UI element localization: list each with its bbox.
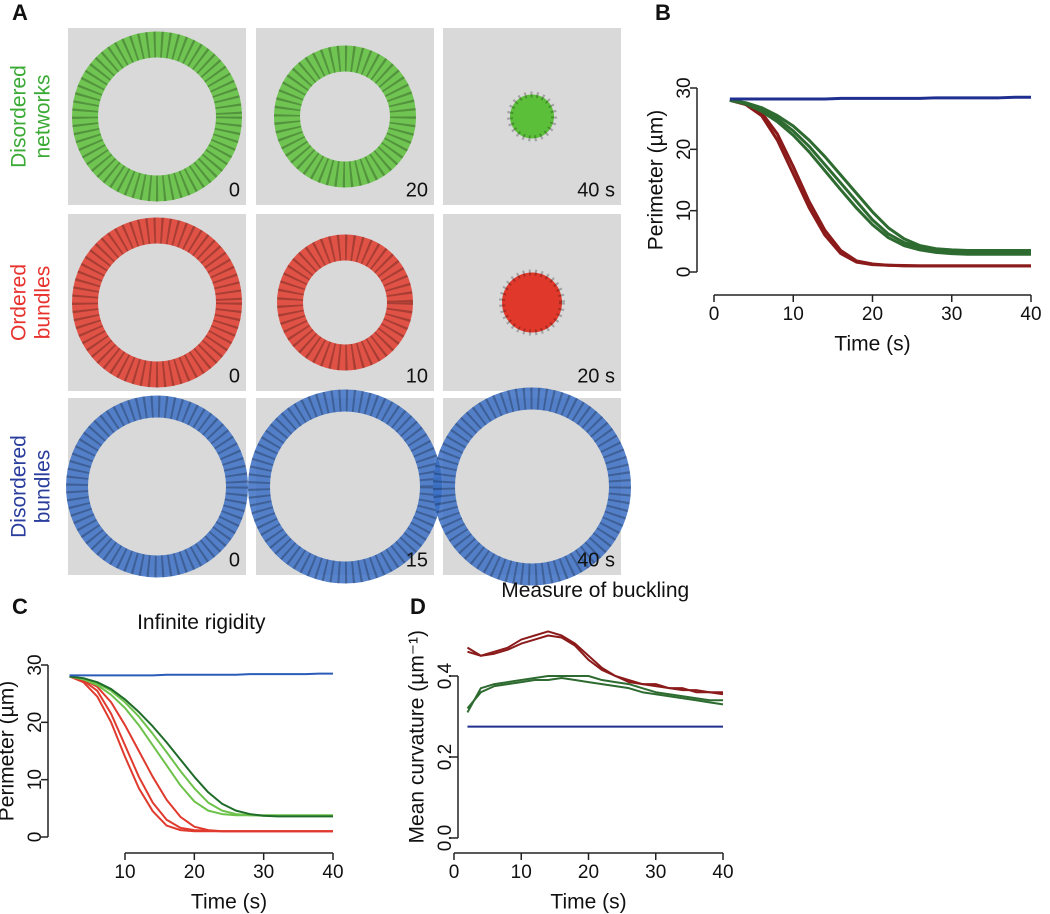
panel-label: A (12, 0, 28, 25)
y-tick-label: 0.4 (435, 662, 456, 689)
y-tick-label: 0.2 (435, 744, 456, 770)
x-tick-label: 20 (578, 862, 599, 883)
filament-ring (66, 395, 248, 578)
time-label: 15 (406, 549, 428, 571)
y-tick-label: 10 (674, 200, 695, 221)
filament-ring (72, 217, 242, 388)
y-tick-label: 30 (674, 77, 695, 98)
filament-texture (507, 91, 557, 142)
row-label: Disordered (8, 435, 31, 538)
x-tick-label: 40 (712, 862, 733, 883)
series-line (466, 677, 724, 710)
series-line (729, 98, 1031, 268)
y-tick-label: 0.0 (435, 825, 456, 851)
x-tick-label: 20 (184, 862, 205, 883)
series-line (466, 675, 723, 713)
panel-label: C (12, 594, 28, 619)
time-label: 20 (406, 179, 428, 201)
series-line (69, 675, 333, 817)
chart-title: Measure of buckling (501, 579, 689, 602)
filament-texture (248, 389, 442, 584)
x-tick-label: 10 (511, 862, 532, 883)
filament-texture (72, 217, 242, 388)
series-line (69, 675, 333, 818)
series-line (729, 95, 1031, 101)
row-label: Ordered (8, 264, 31, 341)
time-label: 0 (229, 549, 240, 571)
x-tick-label: 0 (709, 304, 720, 325)
y-tick-label: 30 (25, 654, 46, 675)
series-line (466, 630, 723, 694)
y-tick-label: 10 (25, 769, 46, 790)
series-line (467, 634, 724, 696)
row-label: bundles (32, 266, 55, 340)
filament-ring (274, 45, 416, 188)
y-tick-label: 0 (674, 267, 695, 278)
filament-texture (499, 269, 565, 336)
filament-texture (72, 31, 242, 202)
filament-ball (502, 272, 562, 333)
x-tick-label: 30 (253, 862, 274, 883)
series-line (729, 98, 1031, 268)
y-axis-label: Mean curvature (µm⁻¹) (406, 630, 429, 843)
filament-ring (277, 234, 413, 371)
filament-ring (248, 389, 442, 584)
time-label: 0 (229, 179, 240, 201)
time-label: 40 s (577, 179, 615, 201)
x-tick-label: 10 (783, 304, 804, 325)
x-tick-label: 10 (114, 862, 135, 883)
row-label: Disordered (8, 65, 31, 168)
y-axis-label: Perimeter (µm) (645, 110, 668, 250)
y-axis-label: Perimeter (µm) (0, 681, 19, 821)
x-tick-label: 40 (322, 862, 343, 883)
filament-texture (66, 395, 248, 578)
x-tick-label: 40 (1020, 304, 1041, 325)
x-axis-label: Time (s) (834, 333, 910, 356)
x-axis-label: Time (s) (550, 891, 626, 914)
row-label: bundles (32, 450, 55, 524)
y-tick-label: 20 (674, 139, 695, 160)
x-tick-label: 0 (449, 862, 460, 883)
panel-label: B (655, 0, 671, 25)
series-line (729, 98, 1031, 256)
filament-ball (510, 94, 554, 139)
time-label: 40 s (577, 549, 615, 571)
series-line (729, 98, 1031, 254)
time-label: 10 (406, 365, 428, 387)
y-tick-label: 0 (25, 832, 46, 843)
x-axis-label: Time (s) (191, 891, 267, 914)
row-label: networks (32, 74, 55, 158)
filament-ring (433, 387, 631, 586)
series-line (69, 672, 333, 677)
filament-texture (274, 45, 416, 188)
x-tick-label: 30 (645, 862, 666, 883)
x-tick-label: 20 (862, 304, 883, 325)
chart-title: Infinite rigidity (137, 611, 266, 634)
x-tick-label: 30 (941, 304, 962, 325)
y-tick-label: 20 (25, 712, 46, 733)
filament-ring (72, 31, 242, 202)
series-line (729, 98, 1031, 253)
filament-texture (433, 387, 631, 586)
panel-label: D (410, 594, 426, 619)
time-label: 20 s (577, 365, 615, 387)
time-label: 0 (229, 365, 240, 387)
series-line (69, 675, 333, 833)
filament-texture (277, 234, 413, 371)
